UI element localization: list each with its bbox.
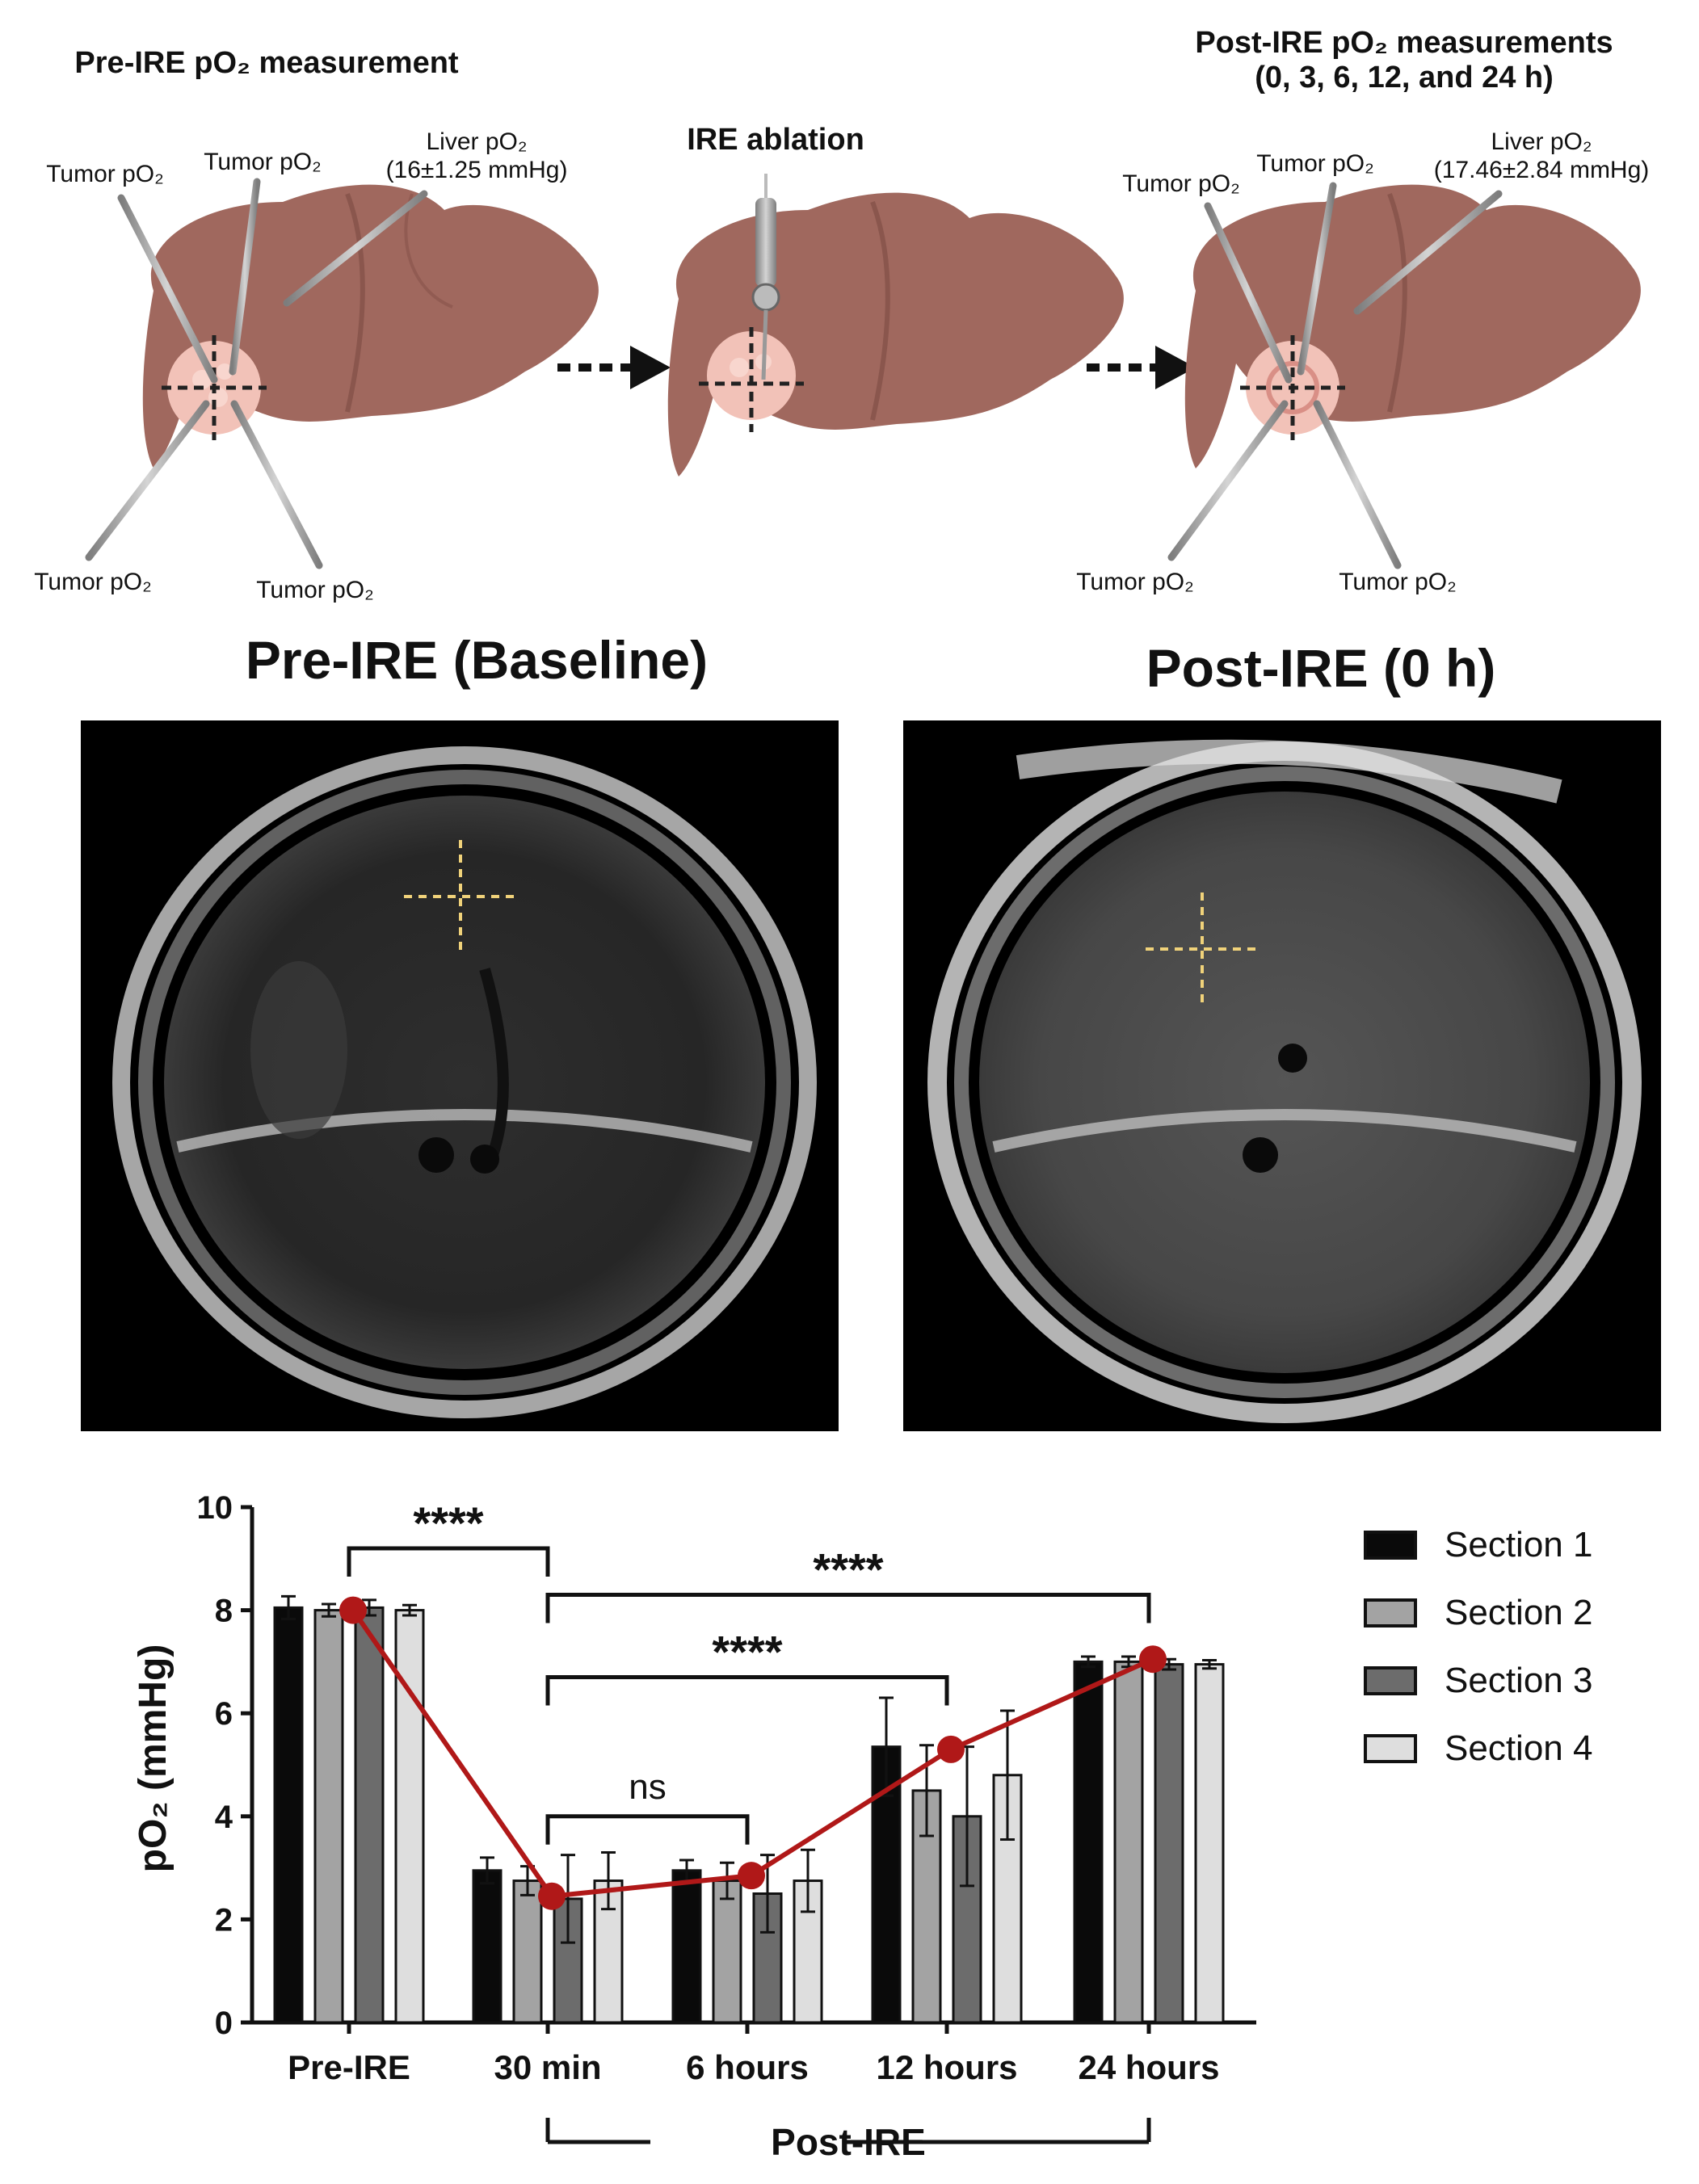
- mean-point: [738, 1862, 765, 1890]
- pre-liver: [142, 184, 599, 469]
- significance-bracket: [545, 1592, 1151, 1623]
- post-liver-value: (17.46±2.84 mmHg): [1434, 157, 1650, 183]
- significance-brackets: **** **** **** ns: [347, 1497, 1151, 1845]
- legend-label: Section 3: [1445, 1661, 1592, 1700]
- y-tick-label: 2: [215, 1902, 233, 1938]
- arrow-icon: [1087, 346, 1196, 389]
- bar-section-1: [1073, 1660, 1104, 2024]
- post-tumor-label-4: Tumor pO₂: [1339, 569, 1457, 595]
- group-bracket-label: Post-IRE: [771, 2121, 926, 2163]
- ablation-liver: [667, 192, 1124, 477]
- post-needles: [1167, 182, 1503, 569]
- procedure-diagram: Pre-IRE pO₂ measurement Tumor pO₂ Tumor …: [34, 26, 1650, 603]
- bar-section-3: [354, 1606, 385, 2024]
- legend-label: Section 1: [1445, 1525, 1592, 1564]
- x-axis-labels: Pre-IRE 30 min 6 hours 12 hours 24 hours Post…: [288, 2048, 1219, 2163]
- pre-liver-value: (16±1.25 mmHg): [386, 157, 568, 183]
- post-tumor-label-2: Tumor pO₂: [1256, 150, 1374, 177]
- post-diagram-title-1: Post-IRE pO₂ measurements: [1195, 26, 1613, 60]
- bar-section-4: [1194, 1663, 1225, 2024]
- bar-section-1: [671, 1869, 702, 2024]
- pre-mri-image: [81, 720, 839, 1431]
- post-tumor-label-3: Tumor pO₂: [1076, 569, 1194, 595]
- pre-liver-label: Liver pO₂: [426, 128, 527, 155]
- chart-error-bars: [281, 1594, 1217, 1944]
- ablation-probe-icon: [751, 174, 780, 380]
- bar-section-2: [1113, 1660, 1144, 2024]
- bar-section-2: [313, 1609, 344, 2024]
- pre-tumor-label-4: Tumor pO₂: [256, 577, 374, 603]
- y-axis-label: pO₂ (mmHg): [132, 1644, 175, 1873]
- pre-tumor-label-1: Tumor pO₂: [46, 161, 164, 187]
- y-tick-label: 10: [197, 1490, 233, 1526]
- significance-bracket: [545, 1814, 750, 1845]
- bar-section-1: [472, 1869, 503, 2024]
- y-tick-label: 0: [215, 2006, 233, 2041]
- bar-section-2: [712, 1880, 742, 2024]
- legend-label: Section 2: [1445, 1593, 1592, 1632]
- y-tick-label: 6: [215, 1696, 233, 1732]
- bar-section-2: [512, 1880, 543, 2024]
- pre-needles: [85, 178, 428, 569]
- legend: Section 1 Section 2 Section 3 Section 4: [1364, 1525, 1592, 1768]
- post-mri-image: [903, 720, 1661, 1431]
- bar-section-1: [273, 1606, 304, 2024]
- legend-swatch: [1364, 1734, 1417, 1763]
- x-tick-label: 24 hours: [1078, 2048, 1219, 2086]
- ablation-title: IRE ablation: [687, 123, 864, 157]
- y-tick-label: 4: [215, 1800, 233, 1835]
- mean-point: [538, 1882, 566, 1910]
- x-tick-label: Pre-IRE: [288, 2048, 410, 2086]
- significance-bracket: [545, 1675, 949, 1706]
- bar-section-3: [1154, 1663, 1184, 2024]
- pre-diagram-title: Pre-IRE pO₂ measurement: [74, 46, 458, 80]
- legend-swatch: [1364, 1598, 1417, 1628]
- legend-swatch: [1364, 1666, 1417, 1695]
- mri-panels: Pre-IRE (Baseline) Post-IRE (0 h): [81, 630, 1661, 1431]
- x-tick-label: 30 min: [494, 2048, 601, 2086]
- significance-label: ns: [629, 1767, 666, 1807]
- pre-image-title: Pre-IRE (Baseline): [246, 630, 708, 690]
- mean-point: [339, 1596, 367, 1624]
- post-liver-label: Liver pO₂: [1491, 128, 1592, 155]
- legend-swatch: [1364, 1531, 1417, 1560]
- crosshair-icon: [404, 840, 517, 953]
- mean-point: [937, 1735, 965, 1763]
- bar-section-4: [394, 1609, 425, 2024]
- arrow-icon: [557, 346, 671, 389]
- significance-label: ****: [413, 1497, 483, 1548]
- mean-line: [339, 1596, 1167, 1910]
- legend-label: Section 4: [1445, 1728, 1592, 1768]
- pre-tumor-label-3: Tumor pO₂: [34, 569, 152, 595]
- significance-bracket: [347, 1546, 550, 1577]
- pre-tumor-label-2: Tumor pO₂: [204, 149, 322, 175]
- x-tick-label: 6 hours: [686, 2048, 809, 2086]
- mean-point: [1139, 1645, 1167, 1674]
- post-image-title: Post-IRE (0 h): [1146, 638, 1496, 698]
- significance-label: ****: [712, 1627, 782, 1678]
- x-tick-label: 12 hours: [876, 2048, 1017, 2086]
- y-tick-label: 8: [215, 1594, 233, 1629]
- crosshair-icon: [1146, 892, 1259, 1006]
- post-tumor-label-1: Tumor pO₂: [1122, 170, 1240, 197]
- po2-bar-chart: pO₂ (mmHg) 0 2 4 6 8 10 **** **** **** ns Pre-IR…: [132, 1490, 1592, 2163]
- post-diagram-title-2: (0, 3, 6, 12, and 24 h): [1255, 61, 1554, 94]
- post-liver: [1184, 184, 1641, 469]
- significance-label: ****: [813, 1544, 883, 1594]
